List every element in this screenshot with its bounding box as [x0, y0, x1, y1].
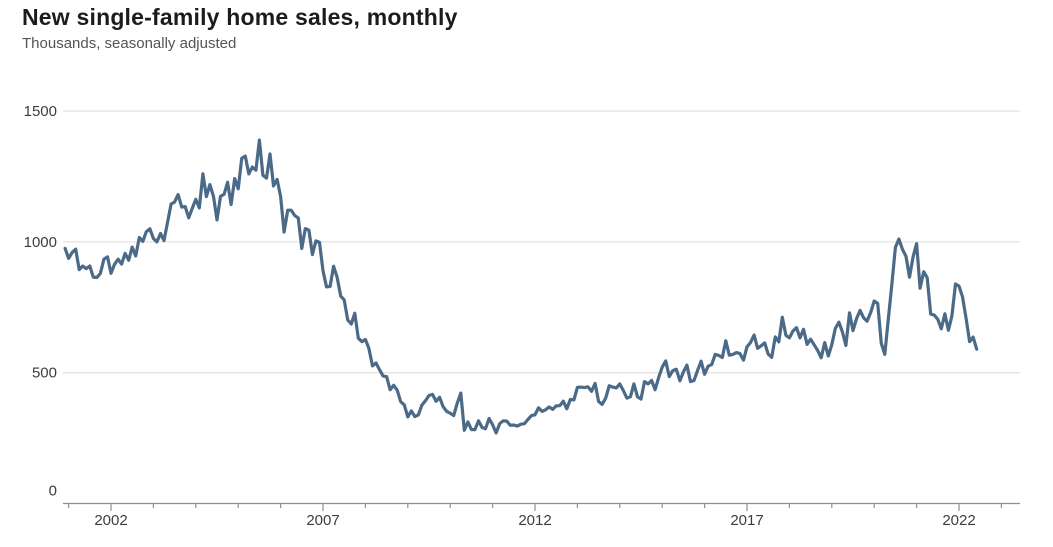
y-axis-labels: 0 500 1000 1500	[24, 103, 57, 499]
gridlines	[63, 110, 1020, 374]
x-axis-labels: 2002 2007 2012 2017 2022	[94, 512, 975, 529]
chart-subtitle: Thousands, seasonally adjusted	[22, 35, 237, 52]
x-tick-label: 2007	[306, 512, 339, 529]
y-tick-label: 1000	[24, 234, 57, 251]
y-tick-label: 0	[49, 483, 57, 500]
data-line	[63, 138, 979, 435]
x-tick-label: 2017	[730, 512, 763, 529]
x-tick-label: 2012	[518, 512, 551, 529]
sales-line-path	[63, 138, 979, 435]
x-axis	[63, 502, 1020, 511]
y-tick-label: 1500	[24, 103, 57, 120]
chart-title: New single-family home sales, monthly	[22, 4, 458, 30]
x-tick-label: 2002	[94, 512, 127, 529]
y-tick-label: 500	[32, 365, 57, 382]
x-tick-label: 2022	[942, 512, 975, 529]
